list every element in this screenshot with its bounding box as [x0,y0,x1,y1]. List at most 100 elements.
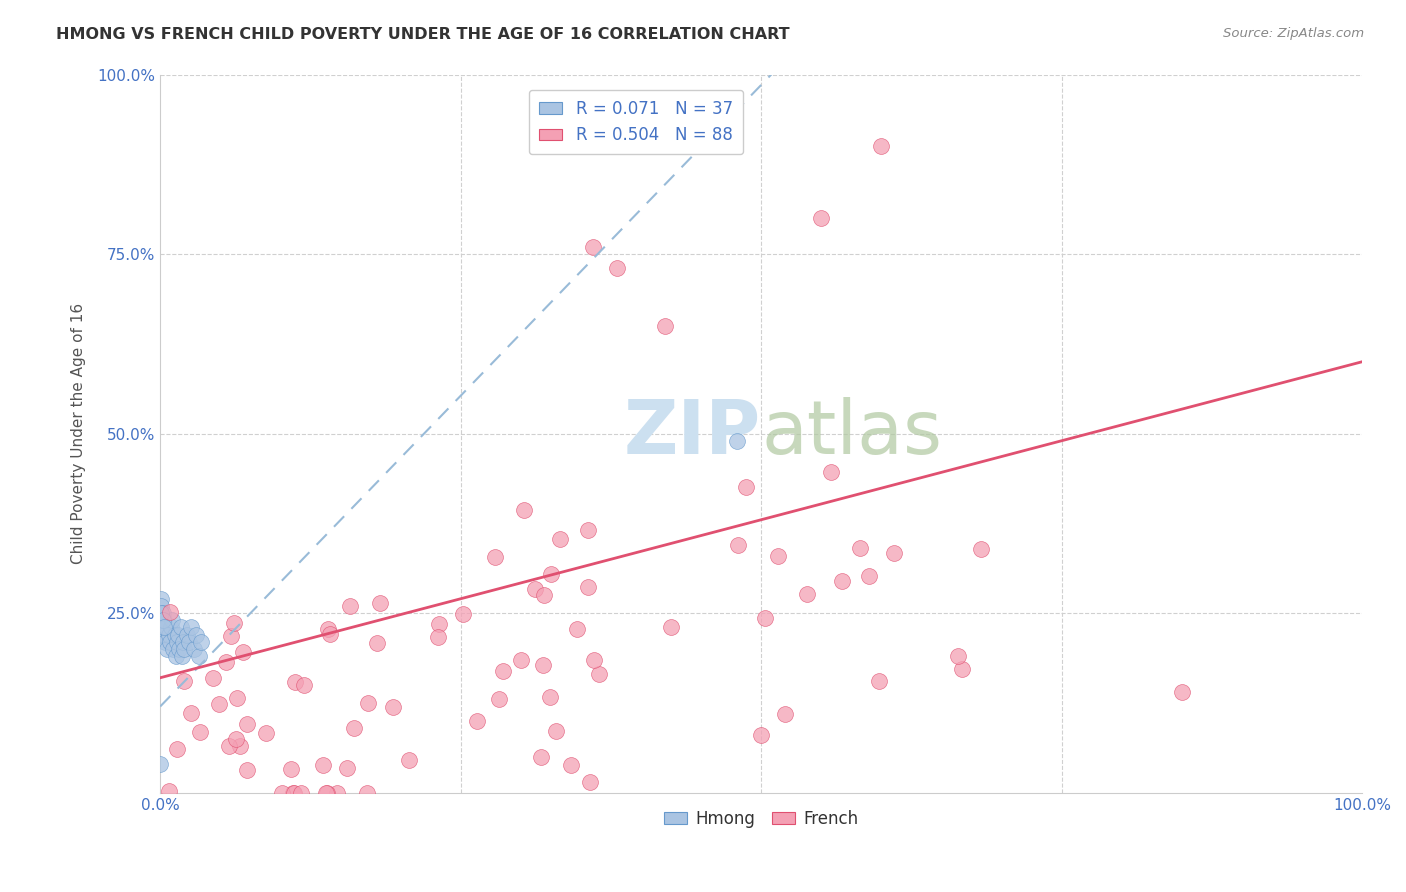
Point [166,635,188,649]
Point [180,706,202,721]
Point [166,741,188,756]
Point [883,546,905,560]
Point [465,714,488,728]
Point [186,628,208,642]
Point [176,628,198,642]
Point [152,613,174,627]
Point [232,644,254,658]
Point [225,732,247,747]
Point [870,139,893,153]
Point [531,658,554,673]
Point [970,542,993,557]
Point [1170,685,1192,699]
Text: atlas: atlas [761,397,942,470]
Point [582,653,605,667]
Point [946,648,969,663]
Point [659,620,682,634]
Point [290,786,312,800]
Point [187,649,209,664]
Point [169,642,191,657]
Point [796,586,818,600]
Point [229,739,252,753]
Point [366,636,388,650]
Point [219,629,242,643]
Point [159,605,181,619]
Point [565,623,588,637]
Point [190,635,212,649]
Point [382,699,405,714]
Point [368,596,391,610]
Point [538,690,561,705]
Point [588,667,610,681]
Text: Source: ZipAtlas.com: Source: ZipAtlas.com [1223,27,1364,40]
Point [735,480,758,494]
Point [492,665,515,679]
Point [427,631,450,645]
Point [858,569,880,583]
Point [165,649,187,664]
Point [749,728,772,742]
Point [284,675,307,690]
Point [727,538,749,552]
Point [578,775,600,789]
Point [183,642,205,657]
Point [513,503,536,517]
Point [180,620,202,634]
Point [160,620,183,634]
Point [292,678,315,692]
Point [766,549,789,563]
Point [654,318,676,333]
Point [356,786,378,800]
Point [188,725,211,739]
Point [316,786,339,800]
Point [153,628,176,642]
Point [280,762,302,776]
Point [606,261,628,276]
Text: HMONG VS FRENCH CHILD POVERTY UNDER THE AGE OF 16 CORRELATION CHART: HMONG VS FRENCH CHILD POVERTY UNDER THE … [56,27,790,42]
Y-axis label: Child Poverty Under the Age of 16: Child Poverty Under the Age of 16 [72,303,86,564]
Point [831,574,853,589]
Point [451,607,474,622]
Point [281,786,304,800]
Point [540,567,562,582]
Point [208,697,231,711]
Point [820,465,842,479]
Point [773,706,796,721]
Point [725,434,748,448]
Point [950,662,973,676]
Point [156,642,179,657]
Point [510,653,533,667]
Point [560,757,582,772]
Point [201,671,224,685]
Point [177,635,200,649]
Point [159,784,181,798]
Point [225,690,247,705]
Point [159,635,181,649]
Point [162,642,184,657]
Point [163,628,186,642]
Point [488,692,510,706]
Point [529,749,551,764]
Point [150,599,173,613]
Point [160,613,183,627]
Point [283,786,305,800]
Point [155,620,177,634]
Point [326,786,349,800]
Point [153,635,176,649]
Point [167,628,190,642]
Point [173,674,195,689]
Point [214,655,236,669]
Point [316,622,339,636]
Point [810,211,832,226]
Point [153,620,176,634]
Point [312,757,335,772]
Point [152,620,174,634]
Point [319,627,342,641]
Point [523,582,546,596]
Point [576,580,599,594]
Point [484,550,506,565]
Point [173,642,195,657]
Point [398,753,420,767]
Point [149,613,172,627]
Point [172,635,194,649]
